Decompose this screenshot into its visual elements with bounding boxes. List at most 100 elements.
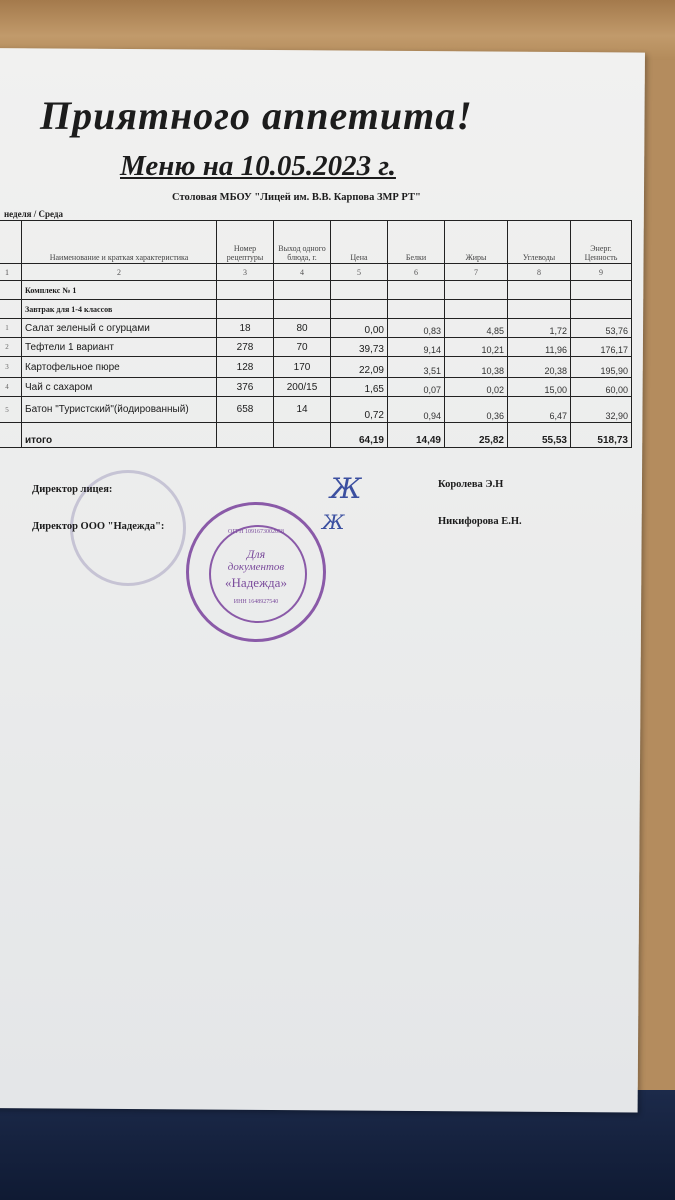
director-company-label: Директор ООО "Надежда": bbox=[32, 521, 165, 532]
price-cell: 22,09 bbox=[330, 356, 388, 378]
table-row: 3 Картофельное пюре 128 170 22,09 3,51 10,38 20… bbox=[0, 356, 632, 378]
header-cell: Белки bbox=[387, 220, 445, 264]
table-row: 4 Чай с сахаром 376 200/15 1,65 0,07 0,02 15,00… bbox=[0, 377, 632, 397]
handwritten-signature: Ж bbox=[322, 510, 345, 534]
portion-weight-cell: 80 bbox=[273, 318, 331, 338]
column-number-cell: 2 bbox=[21, 263, 217, 281]
portion-weight-cell: 70 bbox=[273, 337, 331, 357]
row-number-cell: 5 bbox=[0, 396, 22, 423]
handwritten-signature: Ж bbox=[330, 472, 362, 505]
total-cell: 518,73 bbox=[570, 422, 632, 448]
stamp-inner-ring bbox=[209, 525, 307, 623]
fats-cell: 4,85 bbox=[444, 318, 508, 338]
recipe-number-cell: 18 bbox=[216, 318, 274, 338]
carbohydrates-cell: 11,96 bbox=[507, 337, 571, 357]
total-cell: 64,19 bbox=[330, 422, 388, 448]
proteins-cell: 0,83 bbox=[387, 318, 445, 338]
energy-value-cell: 32,90 bbox=[570, 396, 632, 423]
dish-name-cell: Чай с сахаром bbox=[21, 377, 217, 397]
header-cell: Цена bbox=[330, 220, 388, 264]
dish-name-cell: Тефтели 1 вариант bbox=[21, 337, 217, 357]
price-cell: 0,00 bbox=[330, 318, 388, 338]
row-number-cell: 3 bbox=[0, 356, 22, 378]
total-cell bbox=[0, 422, 22, 448]
column-number-cell: 5 bbox=[330, 263, 388, 281]
energy-value-cell: 195,90 bbox=[570, 356, 632, 378]
row-number-cell: 1 bbox=[0, 318, 22, 338]
dish-name-cell: Салат зеленый с огурцами bbox=[21, 318, 217, 338]
portion-weight-cell: 200/15 bbox=[273, 377, 331, 397]
carbohydrates-cell: 6,47 bbox=[507, 396, 571, 423]
total-cell: 55,53 bbox=[507, 422, 571, 448]
header-cell: Номер рецептуры bbox=[216, 220, 274, 264]
header-cell: Энерг. Ценность bbox=[570, 220, 632, 264]
fats-cell: 10,21 bbox=[444, 337, 508, 357]
header-cell: Наименование и краткая характеристика bbox=[21, 220, 217, 264]
dish-name-cell: Батон "Туристский"(йодированный) bbox=[21, 396, 217, 423]
column-number-cell: 4 bbox=[273, 263, 331, 281]
total-row: итого 64,19 14,49 25,82 55,53 518,73 bbox=[0, 422, 632, 448]
section-label: Комплекс № 1 bbox=[21, 280, 217, 300]
director-lyceum-label: Директор лицея: bbox=[32, 484, 113, 495]
header-cell bbox=[0, 220, 22, 264]
total-cell: 14,49 bbox=[387, 422, 445, 448]
stamp-text: документов bbox=[227, 561, 285, 573]
proteins-cell: 0,07 bbox=[387, 377, 445, 397]
proteins-cell: 3,51 bbox=[387, 356, 445, 378]
carbohydrates-cell: 20,38 bbox=[507, 356, 571, 378]
recipe-number-cell: 128 bbox=[216, 356, 274, 378]
total-cell bbox=[216, 422, 274, 448]
proteins-cell: 9,14 bbox=[387, 337, 445, 357]
section-label: Завтрак для 1-4 классов bbox=[21, 299, 217, 319]
fats-cell: 0,36 bbox=[444, 396, 508, 423]
menu-date-heading: Меню на 10.05.2023 г. bbox=[120, 150, 396, 182]
price-cell: 39,73 bbox=[330, 337, 388, 357]
total-cell bbox=[273, 422, 331, 448]
recipe-number-cell: 278 bbox=[216, 337, 274, 357]
column-number-cell: 9 bbox=[570, 263, 632, 281]
section-row: Завтрак для 1-4 классов bbox=[0, 299, 632, 319]
table-row: 5 Батон "Туристский"(йодированный) 658 14 0,… bbox=[0, 396, 632, 423]
recipe-number-cell: 376 bbox=[216, 377, 274, 397]
total-label: итого bbox=[21, 422, 217, 448]
column-number-cell: 6 bbox=[387, 263, 445, 281]
carbohydrates-cell: 15,00 bbox=[507, 377, 571, 397]
table-row: 1 Салат зеленый с огурцами 18 80 0,00 0,83 4,8… bbox=[0, 318, 632, 338]
energy-value-cell: 60,00 bbox=[570, 377, 632, 397]
row-number-cell: 4 bbox=[0, 377, 22, 397]
recipe-number-cell: 658 bbox=[216, 396, 274, 423]
stamp-ogrn: ОГРН 1091673002058 bbox=[228, 529, 284, 535]
header-cell: Жиры bbox=[444, 220, 508, 264]
price-cell: 0,72 bbox=[330, 396, 388, 423]
portion-weight-cell: 14 bbox=[273, 396, 331, 423]
header-cell: Выход одного блюда, г. bbox=[273, 220, 331, 264]
energy-value-cell: 176,17 bbox=[570, 337, 632, 357]
carbohydrates-cell: 1,72 bbox=[507, 318, 571, 338]
stamp-text: Для bbox=[246, 547, 266, 561]
stamp-text: «Надежда» bbox=[225, 575, 287, 590]
table-row: 2 Тефтели 1 вариант 278 70 39,73 9,14 10,21 11,… bbox=[0, 337, 632, 357]
proteins-cell: 0,94 bbox=[387, 396, 445, 423]
fats-cell: 0,02 bbox=[444, 377, 508, 397]
director-lyceum-name: Королева Э.Н bbox=[438, 479, 504, 490]
column-number-cell: 8 bbox=[507, 263, 571, 281]
column-number-cell: 3 bbox=[216, 263, 274, 281]
column-number-cell: 1 bbox=[0, 263, 22, 281]
director-company-name: Никифорова Е.Н. bbox=[438, 516, 522, 527]
header-cell: Углеводы bbox=[507, 220, 571, 264]
column-number-cell: 7 bbox=[444, 263, 508, 281]
stamp-inn: ИНН 1648927540 bbox=[233, 599, 279, 605]
page-title: Приятного аппетита! bbox=[40, 93, 473, 138]
fats-cell: 10,38 bbox=[444, 356, 508, 378]
dish-name-cell: Картофельное пюре bbox=[21, 356, 217, 378]
menu-table: Наименование и краткая характеристика Но… bbox=[0, 220, 632, 448]
organization-name: Столовая МБОУ "Лицей им. В.В. Карпова ЗМ… bbox=[172, 192, 421, 203]
energy-value-cell: 53,76 bbox=[570, 318, 632, 338]
table-header-row: Наименование и краткая характеристика Но… bbox=[0, 220, 632, 264]
price-cell: 1,65 bbox=[330, 377, 388, 397]
section-row: Комплекс № 1 bbox=[0, 280, 632, 300]
faded-stamp bbox=[70, 470, 186, 586]
total-cell: 25,82 bbox=[444, 422, 508, 448]
week-day-label: неделя / Среда bbox=[4, 209, 63, 219]
